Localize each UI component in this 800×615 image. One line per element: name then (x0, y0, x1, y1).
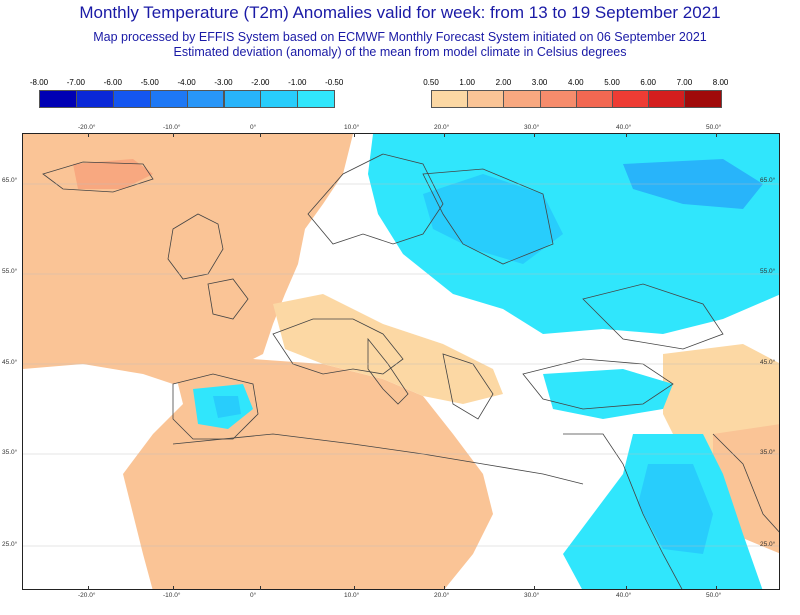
legend-label-warm-8: 8.00 (712, 78, 729, 87)
lon-tick-top-5: 30.0° (524, 124, 540, 131)
legend-swatch-cold-7 (297, 90, 336, 108)
legend-swatch-cold-6 (260, 90, 299, 108)
legend-label-cold-2: -6.00 (103, 78, 122, 87)
legend-swatch-warm-0 (431, 90, 469, 108)
lon-tick-top-6: 40.0° (616, 124, 632, 131)
map-canvas (23, 134, 779, 589)
lon-tick-mark-bottom-6 (626, 586, 627, 590)
legend-label-warm-6: 6.00 (640, 78, 656, 87)
lat-tick-left-1: 55.0° (2, 268, 18, 275)
lon-tick-bottom-7: 50.0° (706, 592, 722, 599)
legend-swatch-warm-7 (684, 90, 722, 108)
cold-anomaly-arabia-deep (638, 464, 713, 554)
warm-anomaly-central-europe (273, 294, 503, 404)
legend-label-warm-1: 1.00 (459, 78, 475, 87)
lon-tick-top-2: 0° (250, 124, 257, 131)
lon-tick-mark-bottom-5 (534, 586, 535, 590)
legend-swatch-warm-3 (539, 90, 577, 108)
legend-label-cold-5: -3.00 (214, 78, 233, 87)
legend-swatch-cold-1 (75, 90, 114, 108)
legend-swatch-cold-3 (149, 90, 188, 108)
lon-tick-bottom-6: 40.0° (616, 592, 632, 599)
lat-tick-left-3: 35.0° (2, 449, 18, 456)
legend-label-cold-8: -0.50 (325, 78, 344, 87)
lat-tick-right-1: 55.0° (760, 268, 776, 275)
legend-label-cold-7: -1.00 (288, 78, 307, 87)
lon-tick-mark-bottom-0 (88, 586, 89, 590)
legend-swatch-cold-4 (186, 90, 225, 108)
graticule (23, 183, 779, 547)
anomaly-map (22, 133, 780, 590)
legend-label-warm-2: 2.00 (495, 78, 512, 87)
legend-label-cold-6: -2.00 (251, 78, 270, 87)
lon-tick-bottom-1: -10.0° (163, 592, 181, 599)
lat-tick-right-0: 65.0° (760, 177, 776, 184)
lon-tick-top-1: -10.0° (163, 124, 181, 131)
lon-tick-top-7: 50.0° (706, 124, 722, 131)
lon-tick-mark-top-7 (716, 133, 717, 137)
legend-label-warm-0: 0.50 (423, 78, 439, 87)
legend-label-warm-3: 3.00 (531, 78, 548, 87)
lon-tick-top-3: 10.0° (344, 124, 360, 131)
map-title: Monthly Temperature (T2m) Anomalies vali… (79, 3, 721, 22)
legend-label-cold-3: -5.00 (140, 78, 159, 87)
legend-swatch-warm-1 (467, 90, 505, 108)
lon-tick-bottom-0: -20.0° (78, 592, 96, 599)
legend-label-warm-7: 7.00 (676, 78, 693, 87)
legend-swatch-cold-0 (39, 90, 77, 108)
lon-tick-bottom-4: 20.0° (434, 592, 450, 599)
lon-tick-bottom-5: 30.0° (524, 592, 540, 599)
warm-anomaly-atlantic (23, 134, 353, 384)
lon-tick-top-0: -20.0° (78, 124, 96, 131)
lon-tick-mark-top-5 (534, 133, 535, 137)
lon-tick-mark-top-1 (173, 133, 174, 137)
lon-tick-mark-bottom-7 (716, 586, 717, 590)
map-subtitle-units: Estimated deviation (anomaly) of the mea… (173, 45, 627, 59)
legend-swatch-cold-5 (223, 90, 262, 108)
lat-tick-left-0: 65.0° (2, 177, 18, 184)
cold-anomaly-iberia-deep (213, 396, 241, 418)
lon-tick-mark-top-4 (444, 133, 445, 137)
lat-tick-right-3: 35.0° (760, 449, 776, 456)
legend-label-cold-1: -7.00 (66, 78, 85, 87)
lon-tick-bottom-3: 10.0° (344, 592, 360, 599)
lat-tick-right-4: 25.0° (760, 541, 776, 548)
lat-tick-left-2: 45.0° (2, 359, 18, 366)
lon-tick-mark-bottom-4 (444, 586, 445, 590)
legend-swatch-warm-4 (575, 90, 613, 108)
legend-label-warm-5: 5.00 (604, 78, 620, 87)
legend-swatch-cold-2 (112, 90, 151, 108)
lon-tick-top-4: 20.0° (434, 124, 450, 131)
legend-swatch-warm-5 (612, 90, 650, 108)
lon-tick-mark-bottom-1 (173, 586, 174, 590)
lon-tick-mark-top-2 (260, 133, 261, 137)
lon-tick-mark-bottom-2 (260, 586, 261, 590)
lon-tick-mark-bottom-3 (354, 586, 355, 590)
lat-tick-right-2: 45.0° (760, 359, 776, 366)
cold-anomaly-finland (423, 174, 563, 264)
lat-tick-left-4: 25.0° (2, 541, 18, 548)
legend-swatch-warm-2 (503, 90, 541, 108)
map-subtitle-processing: Map processed by EFFIS System based on E… (93, 30, 707, 44)
lon-tick-mark-top-6 (626, 133, 627, 137)
legend-label-cold-4: -4.00 (177, 78, 196, 87)
cold-anomaly-anatolia (543, 369, 673, 419)
lon-tick-bottom-2: 0° (250, 592, 257, 599)
legend-label-cold-0: -8.00 (29, 78, 49, 87)
warm-anomaly-iceland (73, 159, 153, 189)
legend-swatch-warm-6 (648, 90, 686, 108)
legend-label-warm-4: 4.00 (568, 78, 584, 87)
lon-tick-mark-top-3 (354, 133, 355, 137)
lon-tick-mark-top-0 (88, 133, 89, 137)
